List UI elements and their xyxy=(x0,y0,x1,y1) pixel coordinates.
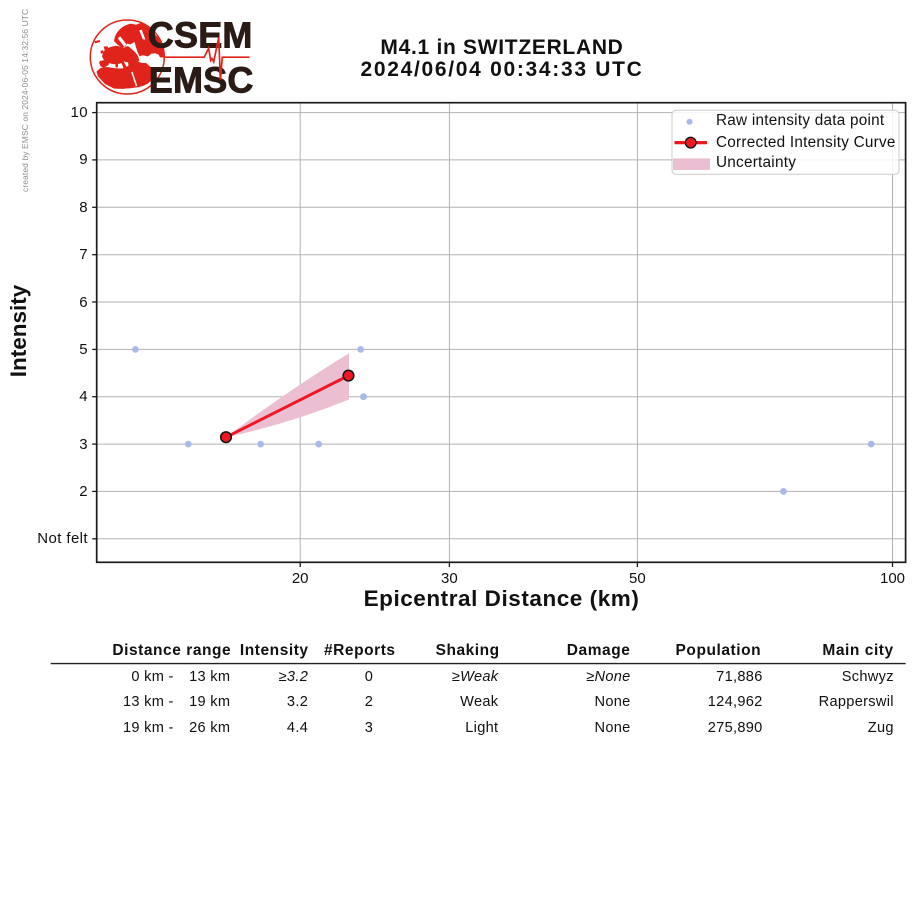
svg-text:CSEM: CSEM xyxy=(148,14,253,55)
svg-text:EMSC: EMSC xyxy=(149,60,254,101)
